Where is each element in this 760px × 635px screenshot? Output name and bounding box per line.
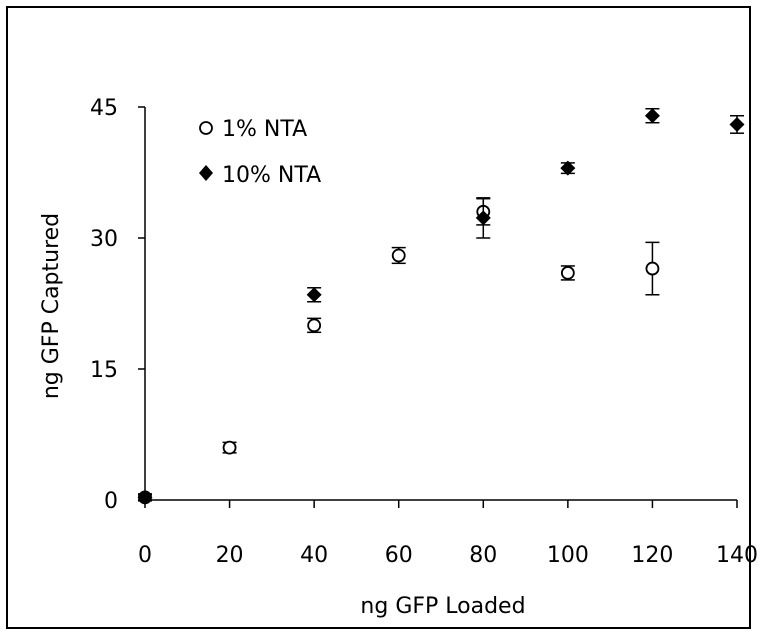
data-point bbox=[560, 160, 576, 176]
data-point bbox=[729, 114, 745, 134]
x-axis-title: ng GFP Loaded bbox=[360, 594, 525, 619]
circle-marker bbox=[645, 261, 660, 276]
x-tick-label: 40 bbox=[300, 543, 328, 568]
legend-marker-1pct-nta bbox=[199, 121, 213, 135]
y-tick-label: 15 bbox=[90, 358, 118, 383]
diamond-marker bbox=[475, 210, 491, 226]
circle-marker bbox=[391, 248, 406, 263]
data-point bbox=[222, 440, 237, 455]
y-tick-label: 45 bbox=[90, 96, 118, 121]
data-point bbox=[306, 287, 322, 303]
legend-label-10pct-nta: 10% NTA bbox=[222, 163, 321, 188]
y-axis-title: ng GFP Captured bbox=[39, 213, 64, 399]
axes bbox=[144, 107, 737, 501]
data-marks bbox=[137, 107, 745, 505]
data-point bbox=[307, 317, 322, 334]
y-axis-ticks: 0 15 30 45 bbox=[90, 96, 145, 514]
x-tick-label: 60 bbox=[385, 543, 413, 568]
chart-frame bbox=[6, 6, 751, 629]
data-point bbox=[644, 107, 660, 124]
data-point bbox=[560, 265, 575, 281]
data-point bbox=[137, 489, 153, 505]
diamond-marker bbox=[560, 160, 576, 176]
legend-marker-10pct-nta bbox=[199, 165, 213, 181]
diamond-marker bbox=[644, 108, 660, 124]
x-tick-label: 0 bbox=[138, 543, 152, 568]
y-tick-label: 30 bbox=[90, 227, 118, 252]
circle-marker bbox=[222, 440, 237, 455]
diamond-marker bbox=[306, 287, 322, 303]
x-tick-label: 100 bbox=[547, 543, 589, 568]
circle-marker bbox=[560, 266, 575, 280]
circle-marker bbox=[307, 318, 322, 333]
data-point bbox=[645, 241, 660, 296]
data-point bbox=[475, 197, 491, 239]
x-tick-label: 80 bbox=[469, 543, 497, 568]
legend: 1% NTA 10% NTA bbox=[199, 117, 321, 188]
diamond-marker bbox=[729, 116, 745, 132]
x-tick-label: 120 bbox=[631, 543, 673, 568]
y-tick-label: 0 bbox=[104, 489, 118, 514]
diamond-marker bbox=[137, 489, 153, 505]
x-axis-ticks: 0 20 40 60 80 100 120 140 bbox=[138, 500, 758, 568]
legend-label-1pct-nta: 1% NTA bbox=[222, 117, 307, 142]
data-point bbox=[391, 246, 406, 265]
x-tick-label: 140 bbox=[716, 543, 758, 568]
x-tick-label: 20 bbox=[216, 543, 244, 568]
